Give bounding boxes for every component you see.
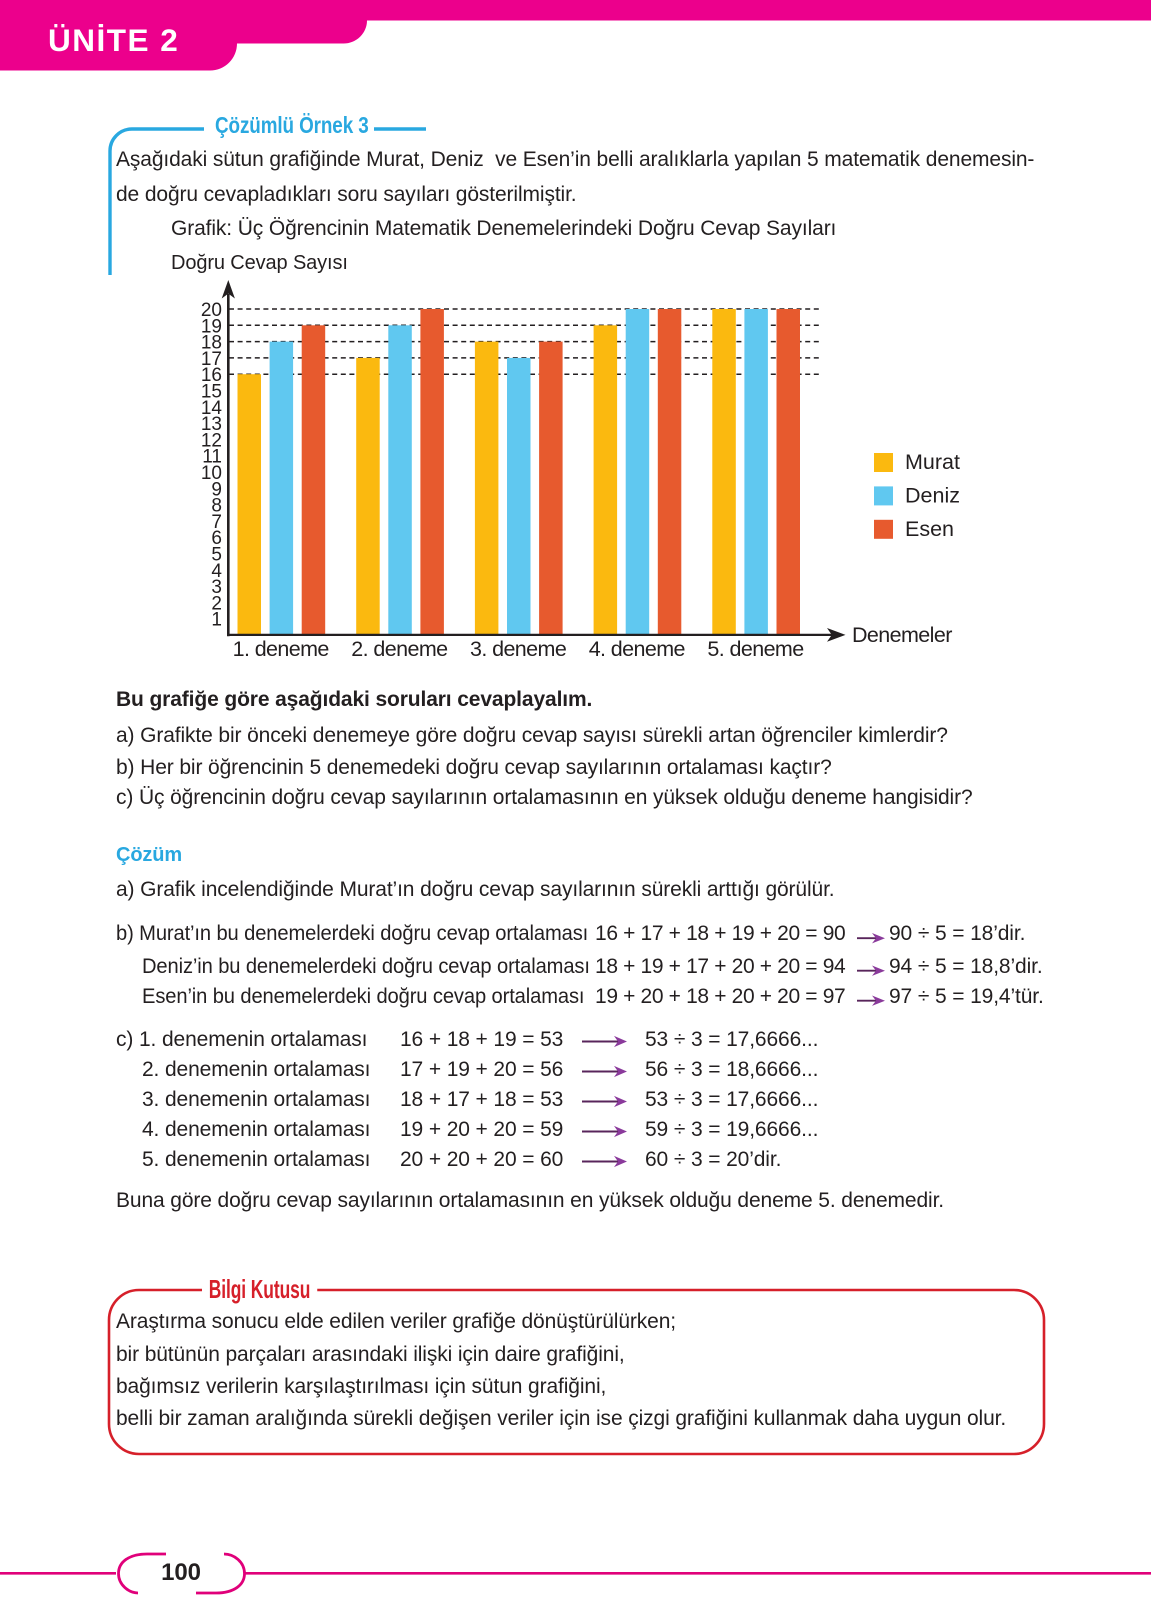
- svg-text:7: 7: [211, 512, 222, 533]
- svg-text:1: 1: [211, 610, 222, 631]
- svg-text:12: 12: [201, 430, 222, 451]
- svg-text:4. deneme: 4. deneme: [589, 637, 685, 661]
- svg-text:13: 13: [201, 414, 222, 435]
- svg-text:5: 5: [211, 545, 222, 566]
- svg-text:4: 4: [211, 561, 222, 582]
- svg-text:9: 9: [211, 479, 222, 500]
- svg-text:17: 17: [201, 349, 222, 370]
- svg-text:8: 8: [211, 496, 222, 517]
- svg-text:Esen: Esen: [905, 517, 954, 541]
- svg-text:3. deneme: 3. deneme: [470, 637, 566, 661]
- svg-text:3: 3: [211, 577, 222, 598]
- svg-text:1. deneme: 1. deneme: [233, 637, 329, 661]
- svg-text:10: 10: [201, 463, 222, 484]
- svg-text:Denemeler: Denemeler: [852, 623, 952, 647]
- svg-text:5. deneme: 5. deneme: [707, 637, 803, 661]
- svg-text:11: 11: [202, 447, 222, 468]
- svg-text:20: 20: [201, 300, 222, 321]
- svg-text:15: 15: [201, 382, 222, 403]
- svg-text:2. deneme: 2. deneme: [351, 637, 447, 661]
- svg-text:16: 16: [201, 365, 222, 386]
- svg-text:Deniz: Deniz: [905, 483, 960, 507]
- svg-text:19: 19: [201, 316, 222, 337]
- svg-text:18: 18: [201, 333, 222, 354]
- svg-text:14: 14: [201, 398, 223, 419]
- svg-text:2: 2: [211, 593, 222, 614]
- svg-text:6: 6: [211, 528, 222, 549]
- svg-text:Murat: Murat: [905, 450, 960, 474]
